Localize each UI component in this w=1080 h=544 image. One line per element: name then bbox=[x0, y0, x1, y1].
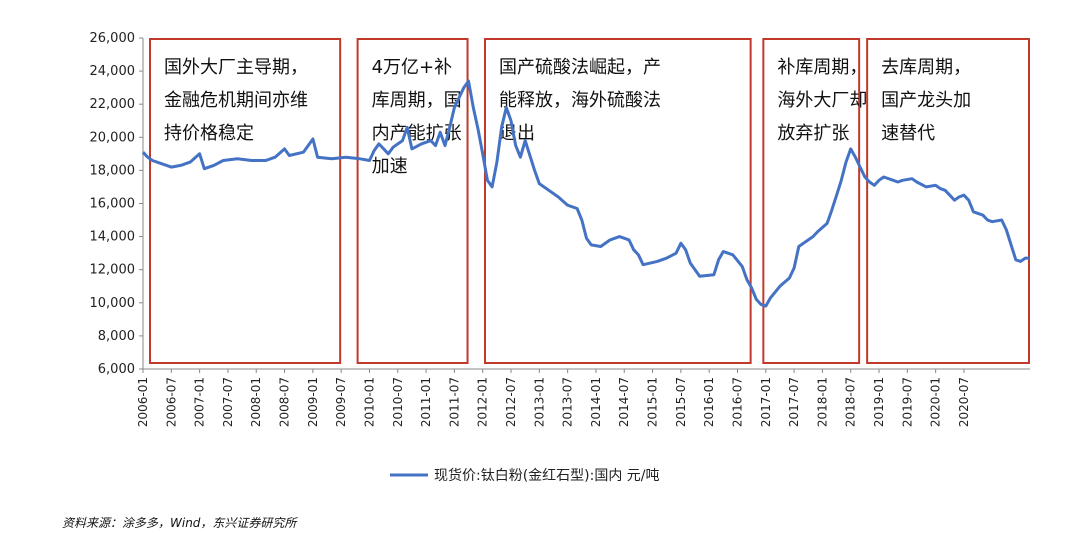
annotation-text: 退出 bbox=[499, 123, 535, 144]
x-tick-label: 2006-01 bbox=[136, 377, 150, 427]
y-tick-label: 20,000 bbox=[90, 130, 136, 145]
legend: 现货价:钛白粉(金红石型):国内 元/吨 bbox=[390, 467, 660, 484]
x-tick-label: 2007-01 bbox=[193, 377, 207, 427]
x-tick-label: 2012-01 bbox=[476, 377, 490, 427]
annotation-text: 持价格稳定 bbox=[164, 123, 254, 144]
x-tick-label: 2008-07 bbox=[278, 377, 292, 427]
x-tick-label: 2010-07 bbox=[391, 377, 405, 427]
x-tick-label: 2012-07 bbox=[504, 377, 518, 427]
x-tick-label: 2010-01 bbox=[362, 377, 376, 427]
y-tick-label: 8,000 bbox=[98, 329, 135, 344]
series-line bbox=[141, 79, 1030, 308]
annotation-text: 去库周期， bbox=[881, 57, 971, 78]
x-tick-label: 2017-07 bbox=[787, 377, 801, 427]
x-tick-label: 2020-07 bbox=[957, 377, 971, 427]
annotation-text: 库周期，国 bbox=[372, 90, 462, 111]
annotation-text: 金融危机期间亦维 bbox=[164, 90, 308, 111]
annotation-text: 放弃扩张 bbox=[777, 123, 849, 144]
annotation-text: 能释放，海外硫酸法 bbox=[499, 90, 661, 111]
x-tick-label: 2014-07 bbox=[617, 377, 631, 427]
y-tick-label: 22,000 bbox=[90, 97, 136, 112]
x-tick-label: 2013-07 bbox=[561, 377, 575, 427]
annotation-box bbox=[762, 38, 861, 364]
x-tick-label: 2011-01 bbox=[419, 377, 433, 427]
annotation-text: 补库周期， bbox=[777, 57, 867, 78]
x-tick-label: 2019-01 bbox=[872, 377, 886, 427]
x-tick-label: 2015-07 bbox=[674, 377, 688, 427]
x-tick-label: 2007-07 bbox=[221, 377, 235, 427]
x-tick-label: 2016-07 bbox=[730, 377, 744, 427]
y-tick-label: 14,000 bbox=[90, 230, 136, 245]
series-layer bbox=[141, 79, 1030, 308]
x-tick-label: 2013-01 bbox=[532, 377, 546, 427]
y-tick-label: 16,000 bbox=[90, 197, 136, 212]
x-tick-label: 2020-01 bbox=[929, 377, 943, 427]
x-tick-label: 2018-01 bbox=[815, 377, 829, 427]
x-tick-label: 2008-01 bbox=[249, 377, 263, 427]
legend-label: 现货价:钛白粉(金红石型):国内 元/吨 bbox=[434, 467, 660, 484]
x-tick-label: 2006-07 bbox=[164, 377, 178, 427]
annotation-box bbox=[356, 38, 469, 364]
annotation-boxes: 国外大厂主导期，金融危机期间亦维持价格稳定4万亿+补库周期，国内产能扩张加速国产… bbox=[149, 38, 1030, 364]
x-tick-label: 2015-01 bbox=[646, 377, 660, 427]
annotation-box bbox=[866, 38, 1030, 364]
annotation-text: 海外大厂却 bbox=[777, 90, 867, 111]
y-tick-label: 12,000 bbox=[90, 263, 136, 278]
y-tick-label: 24,000 bbox=[90, 64, 136, 79]
annotation-text: 国产龙头加 bbox=[881, 90, 971, 111]
annotation-text: 4万亿+补 bbox=[372, 57, 453, 78]
y-tick-label: 10,000 bbox=[90, 296, 136, 311]
x-tick-label: 2014-01 bbox=[589, 377, 603, 427]
x-tick-label: 2018-07 bbox=[844, 377, 858, 427]
annotation-text: 速替代 bbox=[881, 123, 935, 144]
source-note: 资料来源：涂多多，Wind，东兴证券研究所 bbox=[62, 516, 297, 530]
axes: 6,000 8,000 10,000 12,000 14,000 16,000 18,000… bbox=[90, 31, 1030, 427]
annotation-text: 加速 bbox=[372, 156, 408, 177]
x-tick-label: 2016-01 bbox=[702, 377, 716, 427]
annotation-box bbox=[149, 38, 342, 364]
x-tick-label: 2009-01 bbox=[306, 377, 320, 427]
annotation-box bbox=[483, 38, 752, 364]
x-tick-label: 2009-07 bbox=[334, 377, 348, 427]
y-tick-label: 6,000 bbox=[98, 362, 135, 377]
annotation-text: 国外大厂主导期， bbox=[164, 57, 308, 78]
annotation-text: 国产硫酸法崛起，产 bbox=[499, 57, 661, 78]
x-tick-label: 2011-07 bbox=[447, 377, 461, 427]
y-tick-label: 18,000 bbox=[90, 163, 136, 178]
y-tick-label: 26,000 bbox=[90, 31, 136, 46]
x-tick-label: 2019-07 bbox=[900, 377, 914, 427]
x-tick-label: 2017-01 bbox=[759, 377, 773, 427]
